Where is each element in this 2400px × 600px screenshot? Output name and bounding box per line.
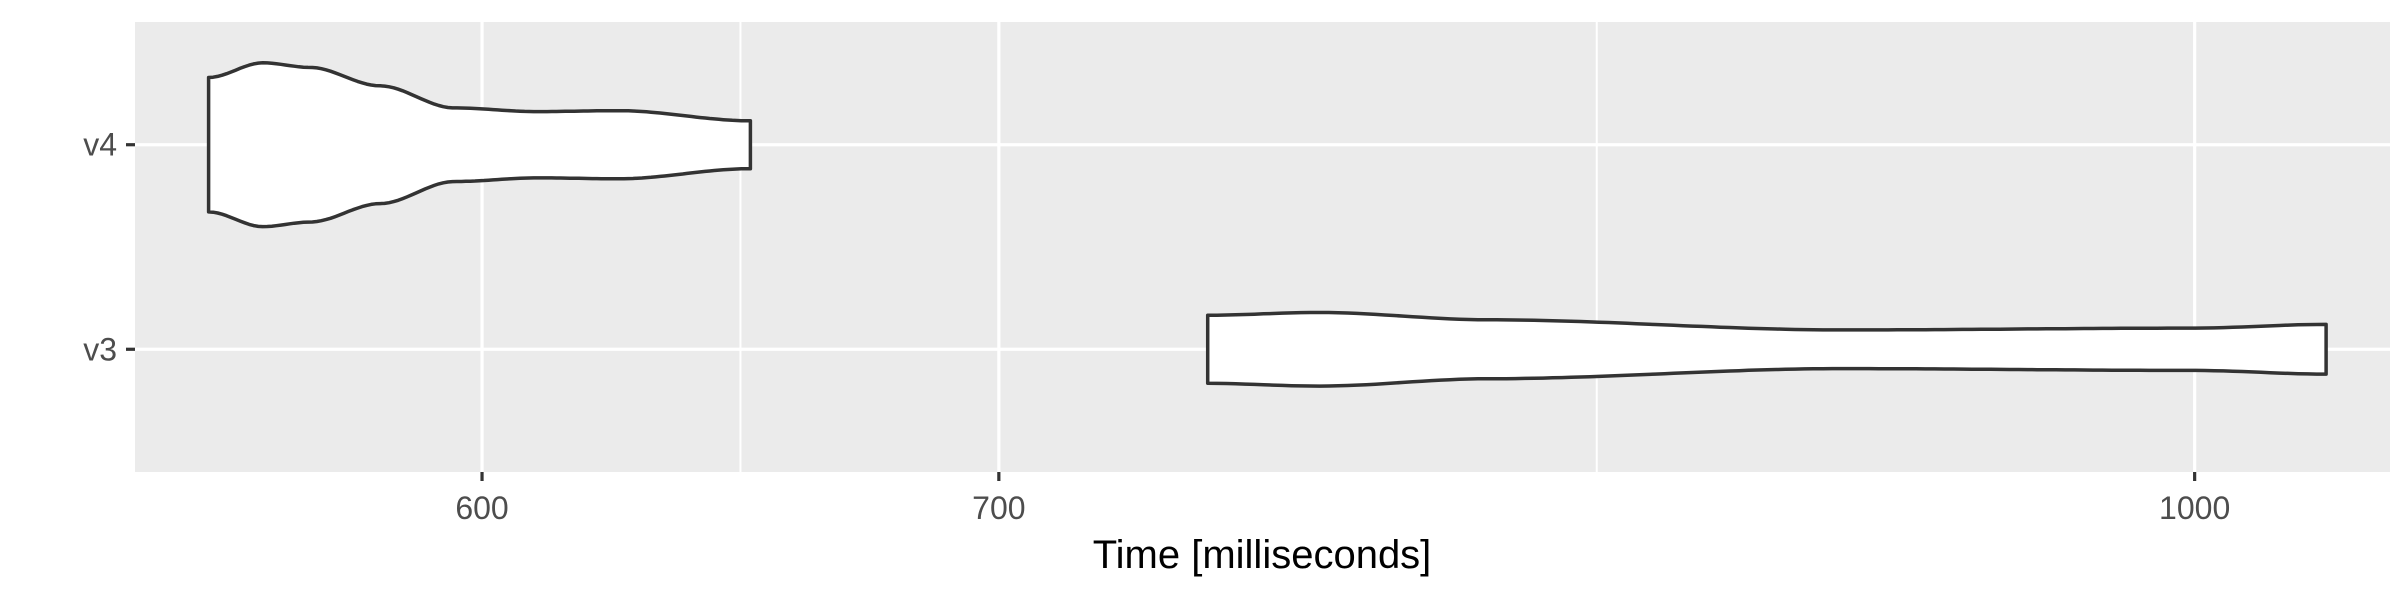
- panel-background: [135, 22, 2390, 472]
- violin-v4: [206, 61, 753, 229]
- x-tick-label-700: 700: [972, 490, 1025, 526]
- minor-gridlines: [739, 22, 1598, 472]
- y-tick-label-v4: v4: [83, 127, 117, 163]
- violins: [206, 61, 2328, 388]
- x-axis: 600 700 1000: [455, 472, 2230, 526]
- x-tick-label-600: 600: [455, 490, 508, 526]
- violin-v3: [1205, 310, 2328, 388]
- y-tick-label-v3: v3: [83, 331, 117, 367]
- y-axis: v3 v4: [83, 127, 135, 367]
- x-axis-title: Time [milliseconds]: [1093, 533, 1432, 577]
- x-tick-label-1000: 1000: [2159, 490, 2230, 526]
